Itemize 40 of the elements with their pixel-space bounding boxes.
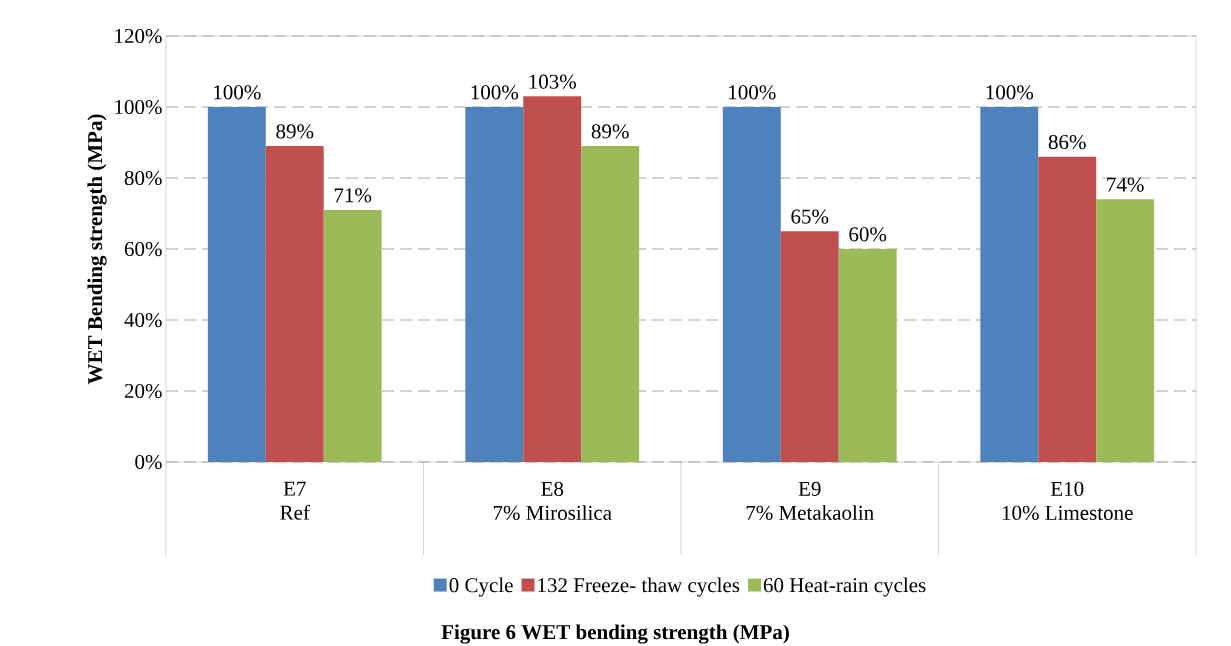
bar [980,107,1039,462]
bar [323,209,382,462]
legend-label: 60 Heat-rain cycles [763,577,926,597]
y-tick-label: 80% [124,170,162,186]
data-label: 65% [791,209,829,224]
y-axis-title: WET Bending strength (MPa) [87,114,107,385]
bar [1096,199,1155,462]
data-label: 100% [729,85,776,100]
data-label: 100% [214,85,261,100]
bar [780,231,839,462]
bar [265,146,324,462]
bar [465,107,524,462]
x-tick-label: E10 10% Limestone [1002,481,1133,521]
data-label: 60% [849,227,887,242]
bar [1038,156,1097,462]
data-label: 86% [1048,134,1086,150]
data-label: 100% [471,85,519,100]
bar [581,146,640,462]
bar [523,96,582,462]
data-label: 89% [591,124,629,139]
legend-label: 0 Cycle [449,577,513,597]
y-tick-label: 20% [124,383,162,399]
data-label: 100% [986,85,1034,100]
caption: Figure 6 WET bending strength (MPa) [441,624,789,644]
data-label: 71% [334,188,372,203]
y-tick-label: 40% [124,312,162,328]
data-label: 74% [1107,177,1144,192]
y-tick-label: 0% [135,454,162,470]
y-tick-label: 120% [115,28,162,44]
y-tick-label: 100% [115,99,162,115]
bar [722,107,781,462]
x-tick-label: E8 7% Mirosilica [493,481,612,521]
y-tick-label: 60% [124,241,162,257]
x-tick-label: E9 7% Metakaolin [746,481,874,520]
x-tick-label: E7 Ref [280,481,310,520]
data-label: 103% [529,74,577,89]
data-label: 89% [276,124,314,139]
bar [207,107,266,462]
bar [838,249,897,462]
legend-label: 132 Freeze- thaw cycles [538,577,740,597]
